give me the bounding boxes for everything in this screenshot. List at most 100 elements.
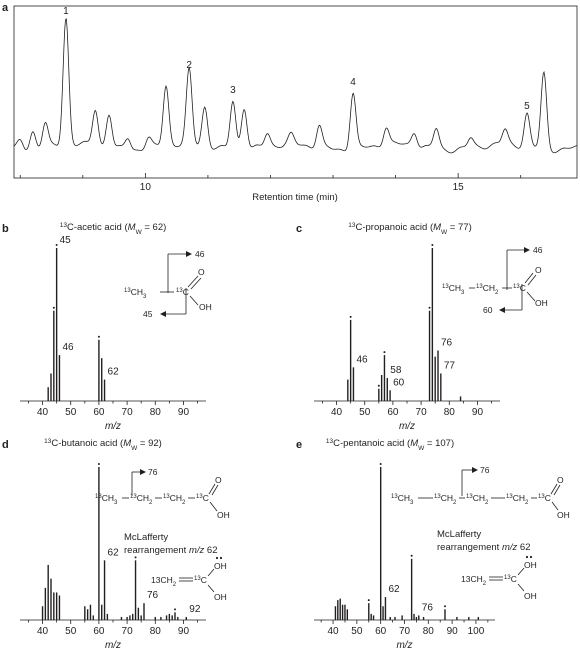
panel-c-peak-label: 77 [444,360,456,371]
panel-e-methyl: 13CH3 [391,493,414,506]
panel-letter-a: a [2,2,9,14]
panel-b-peak-label: 45 [60,235,72,246]
chromatogram-x-tick-label: 15 [453,182,465,193]
chromatogram-plot: 10 15 1 2 3 4 5 [13,6,578,193]
panel-d-fragment-76: 76 [148,467,158,477]
panel-c-hydroxyl: OH [535,298,548,308]
panel-d-title: 13C-butanoic acid (MW = 92) [44,438,162,452]
panel-d-structure: 76 13CH3 13CH2 13CH2 13C O OH McLafferty… [95,467,230,602]
panel-e-x-tick-label: 100 [468,626,485,637]
panel-d-methylene-2: 13CH2 [163,493,186,506]
panel-b-oxygen: O [198,267,205,277]
panel-e-x-tick-label: 40 [327,626,339,637]
panel-d-spectrum: 40 50 60 70 80 90 m/z 62 76 92 [20,463,206,650]
panel-b-methyl: 13CH3 [124,287,147,300]
ms-panel-propanoic: 13C-propanoic acid (MW = 77) 40 50 60 70 80 9… [314,222,548,432]
chromatogram-frame [13,5,578,179]
panel-d-x-tick-label: 40 [37,626,49,637]
panel-b-x-tick-label: 50 [65,407,77,418]
panel-d-enol-hydroxyl-1: OH [214,561,227,571]
panel-c-carbonyl-carbon: 13C [513,283,526,293]
panel-d-x-tick-label: 80 [150,626,162,637]
panel-c-peak-label: 60 [393,377,405,388]
panel-d-x-tick-label: 60 [93,626,105,637]
panel-c-fragment-46: 46 [533,245,543,255]
panel-d-x-tick-label: 90 [178,626,190,637]
panel-b-title: 13C-acetic acid (MW = 62) [60,222,167,236]
panel-d-peak-marker [134,556,137,559]
panel-c-structure: 46 13CH3 13CH2 13C O OH 60 [442,245,548,315]
panel-b-spectrum: 40 50 60 70 80 90 m/z 45 46 62 [20,235,206,432]
panel-c-peak-marker [428,306,431,309]
panel-c-peak-label: 76 [441,338,453,349]
panel-c-methyl: 13CH3 [442,283,465,296]
panel-c-x-tick-label: 80 [444,407,456,418]
panel-b-carbonyl-carbon: 13C [176,287,189,297]
ms-panel-butanoic: 13C-butanoic acid (MW = 92) 40 50 60 70 80 90… [20,438,230,650]
ms-panel-acetic: 13C-acetic acid (MW = 62) 40 50 60 70 80 90 m/… [20,222,212,432]
panel-e-x-tick-label: 90 [447,626,459,637]
panel-d-peak-marker [174,608,176,611]
panel-e-x-tick-label: 70 [399,626,411,637]
panel-c-x-tick-label: 70 [416,407,428,418]
panel-c-x-tick-label: 60 [387,407,399,418]
panel-letter-b: b [2,223,9,235]
panel-b-x-tick-label: 80 [150,407,162,418]
panel-d-enol-hydroxyl-2: OH [214,592,227,602]
panel-e-x-axis-title: m/z [396,640,412,650]
panel-c-x-tick-label: 90 [472,407,484,418]
panel-b-x-tick-label: 60 [93,407,105,418]
panel-b-structure: 46 13CH3 13C O OH 45 [124,249,212,319]
panel-b-x-tick-label: 40 [37,407,49,418]
panel-d-peak-label: 62 [108,547,120,558]
panel-b-hydroxyl: OH [199,302,212,312]
panel-e-mclafferty-line2: rearrangement m/z 62 [437,542,530,553]
panel-e-enol-carbon: 13C [504,574,517,584]
ms-panel-pentanoic: 13C-pentanoic acid (MW = 107) 40 50 60 70 80… [314,438,570,650]
chromatogram-x-tick-label: 10 [140,182,152,193]
chromatogram-trace [13,18,578,154]
panel-d-mclafferty-line1: McLafferty [124,532,168,543]
panel-d-x-tick-label: 50 [65,626,77,637]
panel-letter-c: c [296,223,302,235]
panel-letter-d: d [2,439,9,451]
panel-b-peak-marker [55,244,58,246]
panel-e-peak-marker [410,554,413,557]
panel-e-carbonyl-carbon: 13C [538,493,551,503]
panel-c-title: 13C-propanoic acid (MW = 77) [348,222,471,236]
panel-c-peak-marker [431,244,434,246]
panel-d-carbonyl-carbon: 13C [196,493,209,503]
chromatogram-peak-label: 2 [186,60,192,71]
panel-e-methylene-1: 13CH2 [434,493,457,506]
panel-d-peak-marker [97,463,100,465]
panel-letter-e: e [296,439,302,451]
panel-b-fragment-46: 46 [195,249,205,259]
panel-e-peak-label: 76 [422,602,434,613]
panel-c-peak-label: 58 [390,365,402,376]
panel-e-mclafferty-line1: McLafferty [437,529,481,540]
chromatogram-peak-label: 4 [350,77,356,88]
panel-b-peak-marker [97,335,100,338]
panel-e-methylene-3: 13CH2 [506,493,529,506]
panel-b-peak-label: 62 [108,367,120,378]
panel-c-peak-marker [377,384,380,387]
panel-e-peak-label: 62 [388,584,400,595]
panel-e-x-tick-label: 80 [423,626,435,637]
panel-e-peak-marker [443,605,446,608]
panel-d-peak-label: 92 [189,604,201,615]
panel-d-peak-label: 76 [147,590,159,601]
chromatogram-peak-label: 1 [63,6,69,17]
panel-b-peak-marker [52,306,55,309]
panel-d-oxygen: O [215,475,222,485]
panel-c-peak-marker [383,351,386,354]
panel-e-x-tick-label: 50 [351,626,363,637]
panel-e-x-tick-label: 60 [375,626,387,637]
panel-c-x-tick-label: 50 [359,407,371,418]
chromatogram-x-axis-title: Retention time (min) [252,192,338,203]
panel-d-x-axis-title: m/z [105,640,121,650]
panel-e-enol-hydroxyl-1: OH [524,560,537,570]
panel-d-mclafferty-line2: rearrangement m/z 62 [124,545,217,556]
panel-e-fragment-76: 76 [480,465,490,475]
